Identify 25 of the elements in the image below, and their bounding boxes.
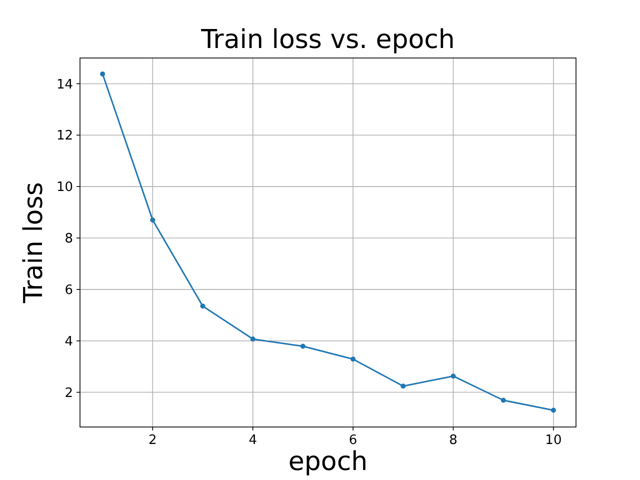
point bbox=[550, 408, 556, 413]
y-axis-title: Train loss bbox=[19, 182, 49, 304]
y-tick-label: 8 bbox=[64, 232, 73, 247]
y-tick-label: 12 bbox=[56, 128, 73, 144]
y-tick-label: 10 bbox=[56, 180, 73, 196]
point bbox=[100, 71, 106, 76]
point bbox=[150, 218, 156, 222]
chart-title: Train loss vs. epoch bbox=[200, 25, 455, 55]
point bbox=[450, 374, 456, 379]
x-axis-title: epoch bbox=[288, 447, 368, 477]
point bbox=[250, 336, 256, 342]
y-tick-label: 2 bbox=[64, 386, 73, 401]
x-tick-label: 4 bbox=[248, 433, 257, 448]
point bbox=[500, 398, 506, 403]
x-tick-label: 6 bbox=[348, 433, 358, 448]
point bbox=[400, 384, 406, 389]
x-tick-label: 8 bbox=[449, 433, 458, 448]
y-tick-label: 4 bbox=[64, 334, 73, 350]
x-tick-label: 2 bbox=[148, 433, 157, 448]
y-tick-label: 14 bbox=[56, 77, 73, 92]
point bbox=[350, 356, 356, 362]
y-tick-label: 6 bbox=[64, 282, 73, 298]
x-tick-label: 10 bbox=[545, 433, 562, 448]
point bbox=[200, 304, 206, 309]
point bbox=[300, 344, 306, 349]
